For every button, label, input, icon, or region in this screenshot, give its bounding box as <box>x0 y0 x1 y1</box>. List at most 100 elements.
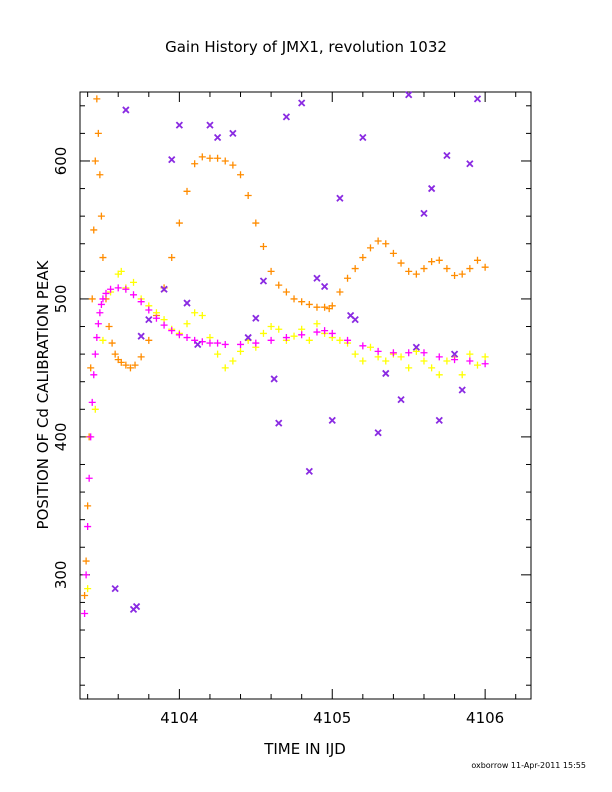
x-axis-label: TIME IN IJD <box>263 740 346 758</box>
data-point <box>313 303 321 311</box>
data-point <box>94 320 102 328</box>
data-point <box>221 364 229 372</box>
data-point <box>298 99 306 107</box>
data-point <box>183 320 191 328</box>
data-point <box>191 309 199 317</box>
data-point <box>328 329 336 337</box>
data-point <box>99 336 107 344</box>
data-point <box>420 209 428 218</box>
data-point <box>428 258 436 266</box>
x-tick-label: 4106 <box>466 709 504 727</box>
data-point <box>214 350 222 358</box>
data-point <box>114 284 122 292</box>
data-series <box>81 91 489 617</box>
data-point <box>229 357 237 365</box>
data-point <box>91 350 99 358</box>
data-point <box>91 157 99 165</box>
data-point <box>183 334 191 342</box>
data-point <box>374 429 382 437</box>
data-point <box>328 302 336 310</box>
data-point <box>397 259 405 267</box>
data-point <box>145 336 153 344</box>
data-point <box>305 336 313 344</box>
data-point <box>130 278 138 286</box>
data-point <box>458 386 466 394</box>
data-point <box>252 219 260 227</box>
data-point <box>175 219 183 227</box>
data-point <box>435 371 443 379</box>
data-point <box>111 350 119 358</box>
data-point <box>84 523 92 531</box>
data-point <box>88 295 96 303</box>
data-point <box>382 369 390 378</box>
data-point <box>145 315 153 324</box>
data-point <box>359 254 367 262</box>
data-point <box>206 339 214 347</box>
data-point <box>96 171 104 179</box>
data-point <box>321 303 329 311</box>
data-point <box>428 364 436 372</box>
data-point <box>137 332 145 340</box>
y-tick-labels: 300 400 500 600 <box>52 147 70 590</box>
data-point <box>137 298 145 306</box>
data-point <box>466 357 474 365</box>
data-point <box>130 291 138 299</box>
data-point <box>282 288 290 296</box>
data-point <box>84 502 92 510</box>
data-point <box>237 347 245 355</box>
data-point <box>450 350 459 358</box>
data-point <box>87 433 95 441</box>
data-point <box>382 357 390 365</box>
data-point <box>412 347 420 355</box>
data-point <box>198 311 206 319</box>
data-point <box>90 226 98 234</box>
data-point <box>99 254 107 262</box>
data-point <box>259 329 267 337</box>
data-point <box>420 265 428 273</box>
data-point <box>131 361 139 369</box>
data-point <box>466 160 474 168</box>
y-tick-label: 500 <box>52 285 70 314</box>
data-point <box>473 361 481 369</box>
data-point <box>305 467 313 476</box>
data-point <box>443 265 451 273</box>
data-point <box>117 358 125 366</box>
data-point <box>397 353 405 361</box>
data-point <box>160 285 168 293</box>
data-point <box>435 353 443 361</box>
y-tick-label: 600 <box>52 147 70 176</box>
data-point <box>213 133 222 142</box>
data-point <box>366 244 374 252</box>
data-point <box>126 364 134 372</box>
data-point <box>107 285 115 293</box>
data-point <box>427 184 436 193</box>
y-axis-label: POSITION OF Cd CALIBRATION PEAK <box>34 259 52 529</box>
data-point <box>374 237 382 245</box>
data-point <box>88 398 96 406</box>
data-point <box>298 331 306 339</box>
data-point <box>122 361 130 369</box>
y-axis <box>80 105 531 686</box>
data-point <box>175 121 184 129</box>
data-point <box>91 405 99 413</box>
data-point <box>252 314 260 322</box>
data-point <box>237 171 245 179</box>
data-point <box>96 309 104 317</box>
data-point <box>382 240 390 248</box>
data-point <box>122 106 130 114</box>
data-point <box>275 419 283 427</box>
data-point <box>137 353 145 361</box>
data-point <box>168 254 176 262</box>
data-point <box>481 360 489 368</box>
data-point <box>275 281 283 289</box>
data-point <box>97 300 105 308</box>
y-tick-label: 300 <box>52 561 70 590</box>
data-point <box>267 267 275 275</box>
data-point <box>473 95 482 103</box>
data-point <box>344 336 352 344</box>
data-point <box>328 416 336 424</box>
data-point <box>206 154 214 162</box>
data-point <box>175 331 183 339</box>
data-point <box>259 277 268 285</box>
